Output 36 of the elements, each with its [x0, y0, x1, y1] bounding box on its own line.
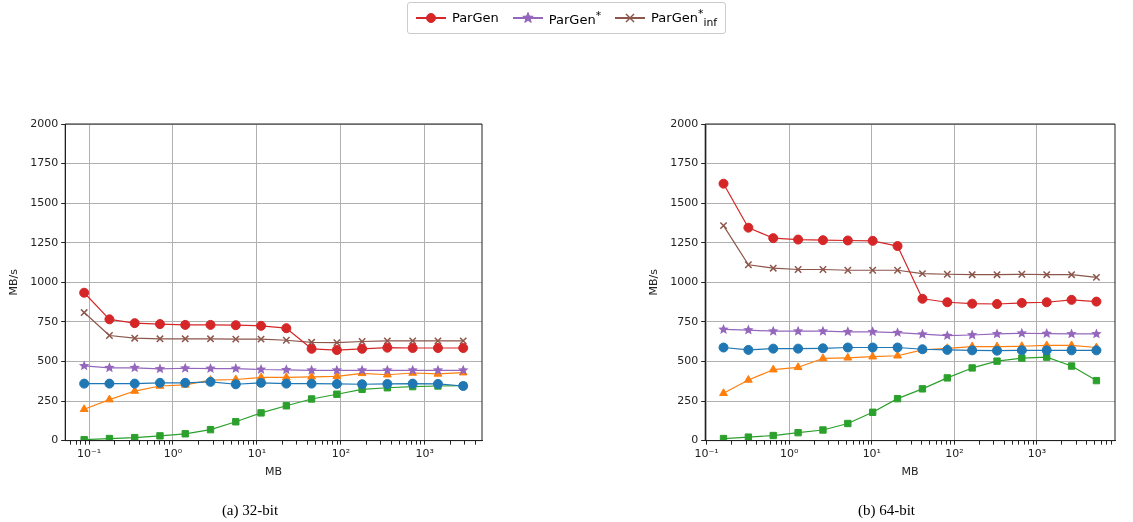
- y-tick-label: 250: [677, 393, 699, 407]
- y-axis-title: MB/s: [7, 268, 21, 296]
- x-tick-label: 10²: [945, 447, 964, 461]
- y-axis-title: MB/s: [647, 268, 661, 296]
- y-tick-label: 1750: [670, 156, 699, 170]
- y-tick-label: 750: [677, 314, 699, 328]
- x-tick-label: 10⁰: [780, 447, 800, 461]
- x-tick-label: 10⁰: [163, 447, 183, 461]
- x-tick-label: 10¹: [862, 447, 882, 461]
- y-tick-label: 2000: [670, 116, 699, 130]
- y-tick-label: 1000: [670, 275, 699, 289]
- x-tick-label: 10⁻¹: [76, 447, 102, 461]
- y-tick-label: 1500: [30, 196, 59, 210]
- y-tick-label: 2000: [30, 116, 59, 130]
- x-axis-title: MB: [265, 465, 283, 479]
- legend-label: ParGen: [451, 10, 499, 26]
- y-tick-label: 0: [51, 433, 59, 447]
- x-axis-title: MB: [901, 465, 919, 479]
- y-tick-label: 1250: [670, 235, 699, 249]
- y-tick-label: 500: [677, 354, 699, 368]
- y-tick-label: 500: [37, 354, 59, 368]
- x-tick-label: 10³: [1027, 447, 1047, 461]
- x-tick-label: 10²: [331, 447, 351, 461]
- x-tick-label: 10⁻¹: [694, 447, 719, 461]
- text: (b) 64-bit: [856, 502, 917, 519]
- x-tick-label: 10¹: [247, 447, 267, 461]
- text: (a) 32-bit: [220, 502, 280, 519]
- y-tick-label: 1250: [30, 235, 59, 249]
- y-tick-label: 250: [37, 393, 59, 407]
- y-tick-label: 1500: [670, 196, 699, 210]
- y-tick-label: 1000: [30, 275, 59, 289]
- y-tick-label: 750: [37, 314, 59, 328]
- y-tick-label: 0: [691, 433, 699, 447]
- y-tick-label: 1750: [30, 156, 59, 170]
- x-tick-label: 10³: [415, 447, 435, 461]
- legend-label: ParGen$^{*}$: [548, 8, 602, 28]
